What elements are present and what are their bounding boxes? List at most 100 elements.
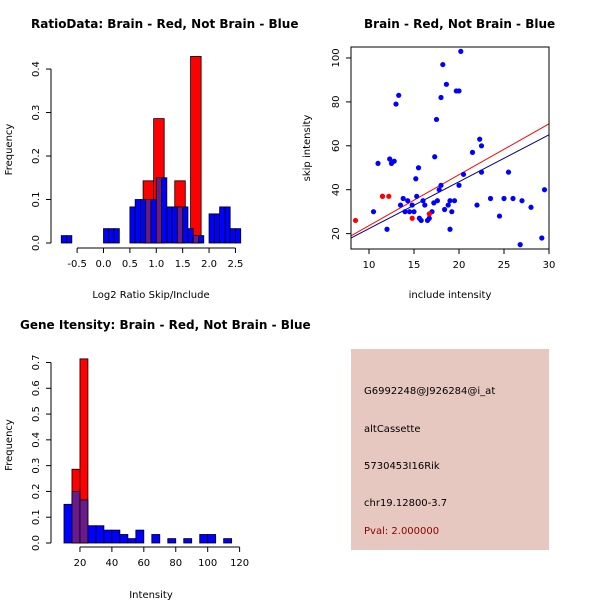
point-not-brain bbox=[519, 198, 525, 204]
point-not-brain bbox=[478, 169, 485, 175]
point-not-brain bbox=[539, 235, 545, 241]
point-not-brain bbox=[474, 202, 480, 208]
point-not-brain bbox=[396, 92, 402, 98]
histogram-ratio-title: RatioData: Brain - Red, Not Brain - Blue bbox=[31, 17, 299, 31]
bar-not-brain bbox=[223, 538, 233, 544]
histogram-intensity-title: Gene Itensity: Brain - Red, Not Brain - … bbox=[20, 318, 311, 332]
point-not-brain bbox=[402, 209, 408, 215]
bar-not-brain bbox=[187, 228, 194, 244]
bar-not-brain bbox=[119, 534, 129, 544]
plot-frame bbox=[350, 46, 550, 250]
point-not-brain bbox=[406, 209, 413, 215]
info-event-type: altCassette bbox=[364, 424, 421, 435]
x-tick-label: 80 bbox=[169, 558, 182, 569]
point-not-brain bbox=[496, 213, 503, 219]
point-not-brain bbox=[411, 209, 417, 215]
x-tick-label: 1.5 bbox=[175, 259, 191, 270]
point-not-brain bbox=[487, 195, 494, 202]
y-tick-label: 80 bbox=[331, 96, 342, 109]
x-tick-label: 100 bbox=[198, 558, 217, 569]
bar-not-brain bbox=[198, 235, 205, 244]
x-tick-label: 0.0 bbox=[96, 259, 112, 270]
bar-not-brain bbox=[66, 235, 73, 244]
bar-not-brain bbox=[111, 529, 121, 544]
y-tick-label: 0.0 bbox=[31, 235, 42, 251]
point-not-brain bbox=[510, 195, 516, 202]
bar-not-brain bbox=[108, 228, 115, 244]
point-not-brain bbox=[384, 226, 390, 232]
point-not-brain bbox=[447, 198, 453, 204]
bar-not-brain bbox=[161, 177, 168, 244]
point-not-brain bbox=[451, 198, 458, 204]
point-not-brain bbox=[405, 198, 411, 204]
point-not-brain bbox=[460, 171, 467, 177]
point-not-brain bbox=[426, 215, 432, 221]
point-not-brain bbox=[501, 195, 507, 202]
bar-not-brain bbox=[95, 525, 105, 544]
scatter-title: Brain - Red, Not Brain - Blue bbox=[364, 17, 556, 31]
bar-overlap bbox=[155, 177, 162, 244]
point-not-brain bbox=[517, 242, 523, 248]
info-location: chr19.12800-3.7 bbox=[364, 498, 448, 509]
info-panel: G6992248@J926284@i_at altCassette 573045… bbox=[351, 349, 549, 550]
y-tick-label: 0.2 bbox=[31, 148, 42, 164]
point-not-brain bbox=[456, 182, 462, 188]
point-not-brain bbox=[393, 101, 399, 107]
point-not-brain bbox=[449, 209, 455, 215]
point-not-brain bbox=[438, 182, 444, 188]
y-tick-label: 60 bbox=[331, 139, 342, 152]
x-axis-label: Log2 Ratio Skip/Include bbox=[92, 290, 209, 301]
point-brain bbox=[352, 217, 359, 224]
x-tick-label: 10 bbox=[363, 260, 376, 271]
fit-line-not-brain bbox=[351, 134, 549, 239]
bar-not-brain bbox=[63, 503, 73, 544]
point-not-brain bbox=[469, 149, 476, 155]
y-tick-label: 0.1 bbox=[31, 509, 42, 525]
x-tick-label: 60 bbox=[137, 558, 150, 569]
point-not-brain bbox=[458, 48, 464, 54]
point-not-brain bbox=[477, 136, 483, 142]
bar-not-brain bbox=[219, 206, 226, 244]
point-not-brain bbox=[440, 61, 446, 68]
y-tick-label: 20 bbox=[331, 227, 342, 240]
y-tick-label: 0.5 bbox=[31, 406, 42, 422]
point-not-brain bbox=[422, 202, 428, 208]
point-not-brain bbox=[413, 176, 419, 182]
bar-not-brain bbox=[134, 199, 141, 244]
bar-not-brain bbox=[151, 534, 161, 544]
x-tick-label: 0.5 bbox=[122, 259, 138, 270]
point-not-brain bbox=[415, 165, 422, 171]
x-axis-label: Intensity bbox=[129, 590, 173, 600]
bar-not-brain bbox=[127, 538, 137, 544]
y-tick-label: 0.7 bbox=[31, 355, 42, 371]
bar-not-brain bbox=[140, 199, 147, 244]
bar-not-brain bbox=[167, 538, 177, 544]
bar-not-brain bbox=[182, 206, 189, 244]
info-gene: 5730453I16Rik bbox=[364, 461, 440, 472]
bar-not-brain bbox=[113, 228, 120, 244]
x-tick-label: 15 bbox=[408, 260, 421, 271]
bar-not-brain bbox=[150, 199, 157, 244]
y-tick-label: 40 bbox=[331, 183, 342, 196]
point-not-brain bbox=[433, 116, 440, 123]
bar-not-brain bbox=[208, 213, 215, 244]
bar-not-brain bbox=[60, 235, 67, 244]
bar-overlap bbox=[176, 206, 184, 244]
bar-not-brain bbox=[103, 529, 113, 544]
bar-overlap bbox=[79, 499, 89, 544]
bar-brain bbox=[190, 56, 202, 244]
point-not-brain bbox=[436, 187, 442, 193]
point-not-brain bbox=[447, 226, 453, 232]
fit-line-brain bbox=[351, 123, 549, 237]
y-axis-label: Frequency bbox=[4, 419, 15, 471]
y-tick-label: 0.4 bbox=[31, 61, 42, 77]
bar-not-brain bbox=[171, 206, 178, 244]
point-not-brain bbox=[434, 198, 440, 204]
point-not-brain bbox=[478, 143, 485, 149]
bar-not-brain bbox=[129, 206, 136, 244]
x-tick-label: 1.0 bbox=[148, 259, 164, 270]
bar-not-brain bbox=[224, 206, 231, 244]
x-tick-label: 30 bbox=[543, 260, 556, 271]
x-tick-label: 120 bbox=[230, 558, 249, 569]
bar-not-brain bbox=[199, 534, 209, 544]
